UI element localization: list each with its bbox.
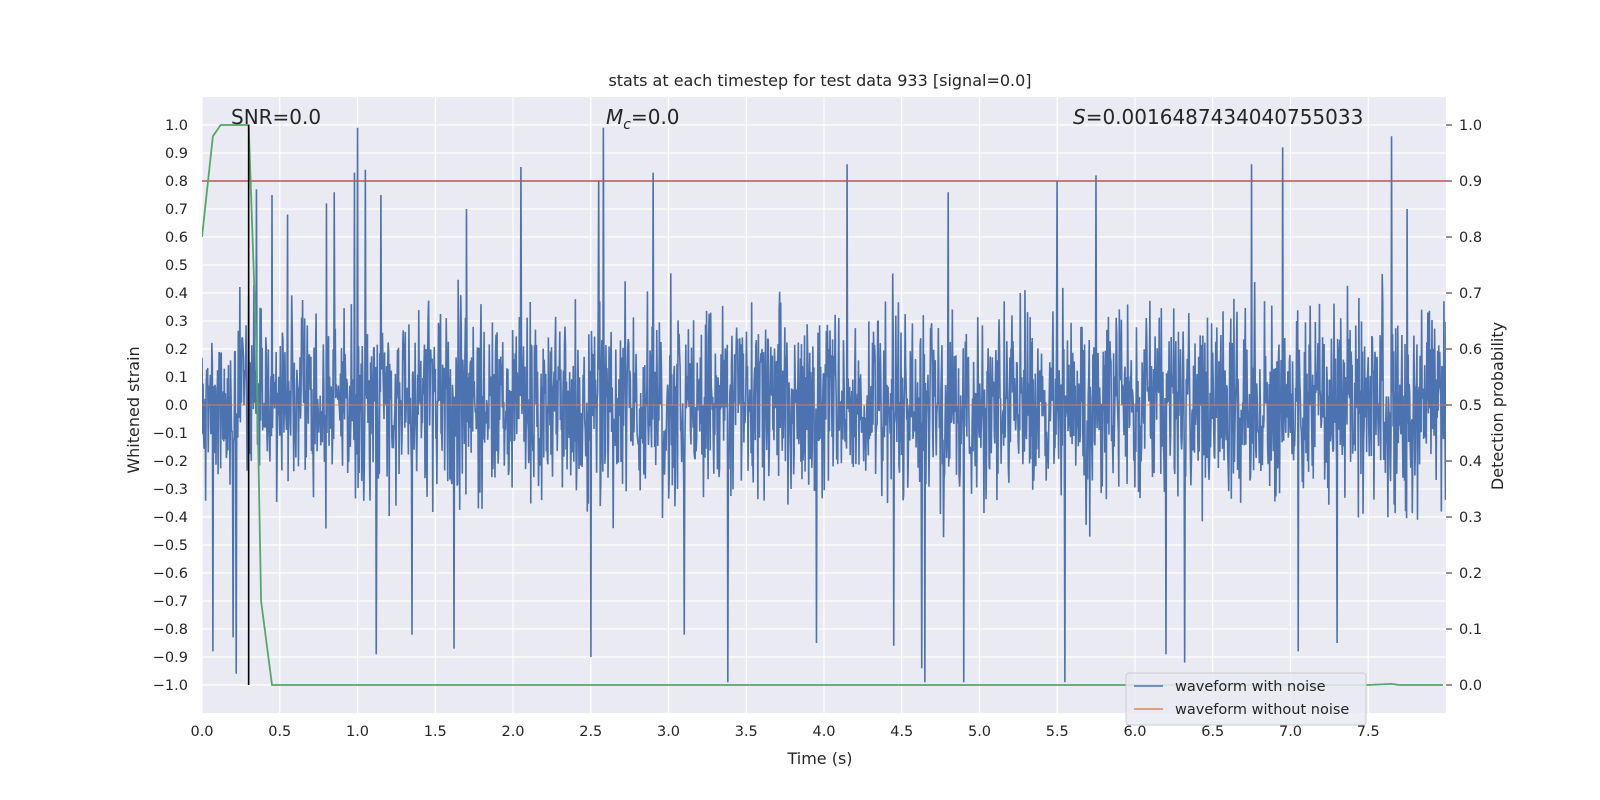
y2-tick-label: 0.5 [1459, 398, 1482, 414]
y-tick-label: 0.8 [165, 174, 188, 190]
y2-tick-label: 0.7 [1459, 286, 1482, 302]
y-tick-label: 1.0 [165, 118, 188, 134]
y-tick-label: −0.7 [153, 594, 188, 610]
chart-title: stats at each timestep for test data 933… [608, 71, 1031, 90]
y2-tick-label: 1.0 [1459, 118, 1482, 134]
y2-tick-label: 0.2 [1459, 566, 1482, 582]
y2-axis-ticks: 1.0 0.9 0.8 0.7 0.6 0.5 0.4 0.3 0.2 0.1 0.0 [1446, 118, 1482, 694]
y2-tick-label: 0.1 [1459, 622, 1482, 638]
x-tick-label: 0.5 [268, 724, 291, 740]
x-tick-label: 6.0 [1123, 724, 1146, 740]
x-tick-label: 5.5 [1046, 724, 1069, 740]
y-tick-label: −0.2 [153, 454, 188, 470]
y-tick-label: −0.9 [153, 650, 188, 666]
x-tick-label: 4.0 [812, 724, 835, 740]
y-tick-label: 0.4 [165, 286, 188, 302]
y2-tick-label: 0.6 [1459, 342, 1482, 358]
y-tick-label: −0.1 [153, 426, 188, 442]
x-tick-label: 7.0 [1279, 724, 1302, 740]
x-tick-label: 6.5 [1201, 724, 1224, 740]
y-tick-label: 0.1 [165, 370, 188, 386]
series-detection-probability [202, 124, 1443, 686]
legend: waveform with noise waveform without noi… [1125, 672, 1367, 726]
score-annotation: S=0.0016487434040755033 [1073, 105, 1363, 129]
x-tick-label: 5.0 [968, 724, 991, 740]
y-axis-ticks: 1.0 0.9 0.8 0.7 0.6 0.5 0.4 0.3 0.2 0.1 0.0 −0.1 −0.… [153, 118, 188, 694]
waveform-noise-line [202, 127, 1446, 683]
chirp-mass-annotation: Mc=0.0 [606, 105, 680, 133]
y2-tick-label: 0.9 [1459, 174, 1482, 190]
y2-tick-label: 0.8 [1459, 230, 1482, 246]
y2-tick-label: 0.4 [1459, 454, 1482, 470]
y2-tick-label: 0.3 [1459, 510, 1482, 526]
x-tick-label: 2.5 [579, 724, 602, 740]
y-tick-label: −0.3 [153, 482, 188, 498]
x-tick-label: 3.0 [657, 724, 680, 740]
legend-box [1125, 672, 1367, 726]
y-tick-label: −0.4 [153, 510, 188, 526]
x-tick-label: 7.5 [1357, 724, 1380, 740]
y-tick-label: 0.7 [165, 202, 188, 218]
x-axis-ticks: 0.0 0.5 1.0 1.5 2.0 2.5 3.0 3.5 4.0 4.5 5.0 5.5 6.0 6… [190, 724, 1379, 740]
probability-line [202, 124, 1443, 686]
x-tick-label: 3.5 [735, 724, 758, 740]
y-tick-label: 0.0 [165, 398, 188, 414]
y2-axis-label: Detection probability [1488, 322, 1507, 490]
y-tick-label: −1.0 [153, 678, 188, 694]
series-waveform-with-noise [202, 127, 1446, 683]
x-axis-label: Time (s) [786, 749, 852, 768]
x-tick-label: 1.5 [424, 724, 447, 740]
x-tick-label: 1.0 [346, 724, 369, 740]
y-tick-label: 0.3 [165, 314, 188, 330]
x-tick-label: 2.0 [501, 724, 524, 740]
y-tick-label: 0.5 [165, 258, 188, 274]
snr-annotation: SNR=0.0 [231, 105, 321, 129]
y-tick-label: 0.6 [165, 230, 188, 246]
y-tick-label: 0.2 [165, 342, 188, 358]
y-tick-label: −0.5 [153, 538, 188, 554]
y2-tick-label: 0.0 [1459, 678, 1482, 694]
y-tick-label: 0.9 [165, 146, 188, 162]
y-axis-label: Whitened strain [124, 346, 143, 473]
y-tick-label: −0.6 [153, 566, 188, 582]
legend-label-noise: waveform with noise [1175, 679, 1326, 695]
y-tick-label: −0.8 [153, 622, 188, 638]
x-tick-label: 4.5 [890, 724, 913, 740]
x-tick-label: 0.0 [190, 724, 213, 740]
legend-label-clean: waveform without noise [1175, 702, 1349, 718]
